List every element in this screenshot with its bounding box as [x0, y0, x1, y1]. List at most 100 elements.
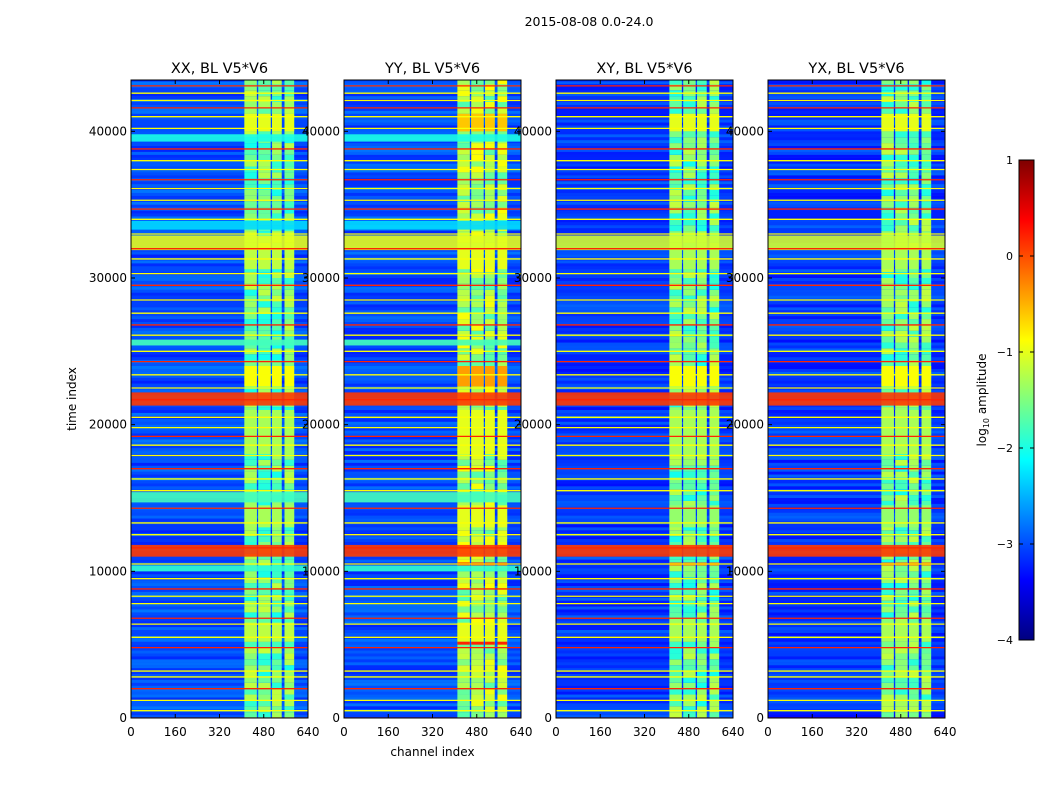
noise-row: [556, 319, 733, 322]
noise-row: [131, 192, 308, 196]
noise-row: [131, 169, 308, 173]
rfi-cell: [697, 653, 707, 660]
rfi-cell: [709, 688, 720, 695]
noise-row: [344, 653, 521, 657]
rfi-strong-cell: [683, 505, 696, 528]
rfi-strong-cell: [669, 113, 682, 132]
rfi-cell: [909, 336, 919, 343]
noise-row: [768, 512, 945, 516]
noise-row: [131, 682, 308, 686]
colorbar-label-tail: amplitude: [975, 354, 989, 418]
rfi-cell: [921, 583, 932, 589]
x-tick-label: 320: [633, 725, 656, 739]
noise-row: [556, 90, 733, 94]
rfi-cell: [471, 671, 484, 677]
noise-row: [556, 192, 733, 196]
rfi-cell: [921, 571, 932, 578]
rfi-cell: [284, 330, 295, 337]
noise-row: [556, 122, 733, 126]
rfi-cell: [683, 471, 696, 478]
noise-row: [768, 319, 945, 322]
noise-row: [344, 195, 521, 199]
noise-row: [768, 407, 945, 410]
noise-row: [556, 418, 733, 422]
rfi-cell: [697, 184, 707, 190]
rfi-cell: [258, 143, 271, 149]
rfi-cell: [669, 190, 682, 196]
rfi-cell: [697, 190, 707, 196]
noise-row: [768, 674, 945, 677]
noise-row: [131, 322, 308, 325]
noise-row: [344, 213, 521, 217]
rfi-strong-cell: [709, 366, 720, 387]
rfi-cell: [909, 354, 919, 361]
noise-row: [768, 509, 945, 513]
rfi-cell: [697, 207, 707, 214]
noise-row: [556, 465, 733, 469]
rfi-cell: [895, 201, 908, 208]
rfi-cell: [697, 530, 707, 537]
noise-row: [344, 316, 521, 320]
rfi-cell: [921, 495, 932, 501]
rfi-cell: [909, 530, 919, 537]
noise-row: [131, 706, 308, 710]
rfi-cell: [485, 712, 495, 718]
rfi-cell: [697, 107, 707, 114]
noise-row: [768, 524, 945, 528]
rfi-cell: [471, 330, 484, 337]
rfi-cell: [244, 190, 257, 196]
noise-row: [131, 184, 308, 188]
rfi-cell: [669, 700, 682, 707]
rfi-cell: [895, 500, 908, 507]
noise-row: [131, 518, 308, 522]
rfi-cell: [272, 184, 282, 190]
noise-row: [768, 228, 945, 232]
rfi-cell: [697, 160, 707, 167]
rfi-cell: [258, 330, 271, 337]
noise-row: [556, 471, 733, 475]
rfi-cell: [881, 489, 894, 496]
rfi-cell: [909, 700, 919, 707]
noise-row: [556, 662, 733, 666]
rfi-strong-cell: [881, 505, 894, 528]
rfi-cell: [881, 154, 894, 161]
rfi-cell: [683, 278, 696, 284]
noise-row: [768, 357, 945, 361]
rfi-cell: [244, 500, 257, 507]
rfi-cell: [669, 676, 682, 683]
rfi-cell: [485, 184, 495, 190]
noise-row: [131, 665, 308, 669]
rfi-cell: [895, 477, 908, 484]
noise-row: [556, 368, 733, 372]
rfi-cell: [258, 530, 271, 537]
rfi-cell: [497, 612, 508, 619]
x-tick-label: 320: [208, 725, 231, 739]
rfi-cell: [457, 665, 470, 672]
noise-row: [131, 292, 308, 296]
noise-row: [768, 160, 945, 164]
rfi-cell: [284, 618, 295, 625]
noise-row: [556, 421, 733, 425]
rfi-cell: [921, 107, 932, 114]
rfi-cell: [471, 606, 484, 613]
rfi-cell: [284, 360, 295, 366]
rfi-cell: [284, 536, 295, 542]
rfi-cell: [881, 536, 894, 542]
rfi-cell: [921, 671, 932, 677]
panels: XX, BL V5*V60 160 320 480 640010000200003000…: [65, 61, 956, 759]
noise-row: [556, 292, 733, 296]
noise-row: [768, 251, 945, 255]
rfi-cell: [497, 283, 508, 290]
rfi-cell: [284, 606, 295, 613]
noise-row: [556, 143, 733, 146]
x-tick-label: 640: [934, 725, 957, 739]
rfi-cell: [244, 618, 257, 625]
rfi-cell: [244, 360, 257, 366]
rfi-cell: [471, 665, 484, 672]
wide-band: [768, 235, 945, 251]
noise-row: [768, 621, 945, 625]
rfi-cell: [497, 530, 508, 537]
noise-row: [131, 304, 308, 308]
x-tick-label: 160: [589, 725, 612, 739]
noise-row: [344, 260, 521, 264]
